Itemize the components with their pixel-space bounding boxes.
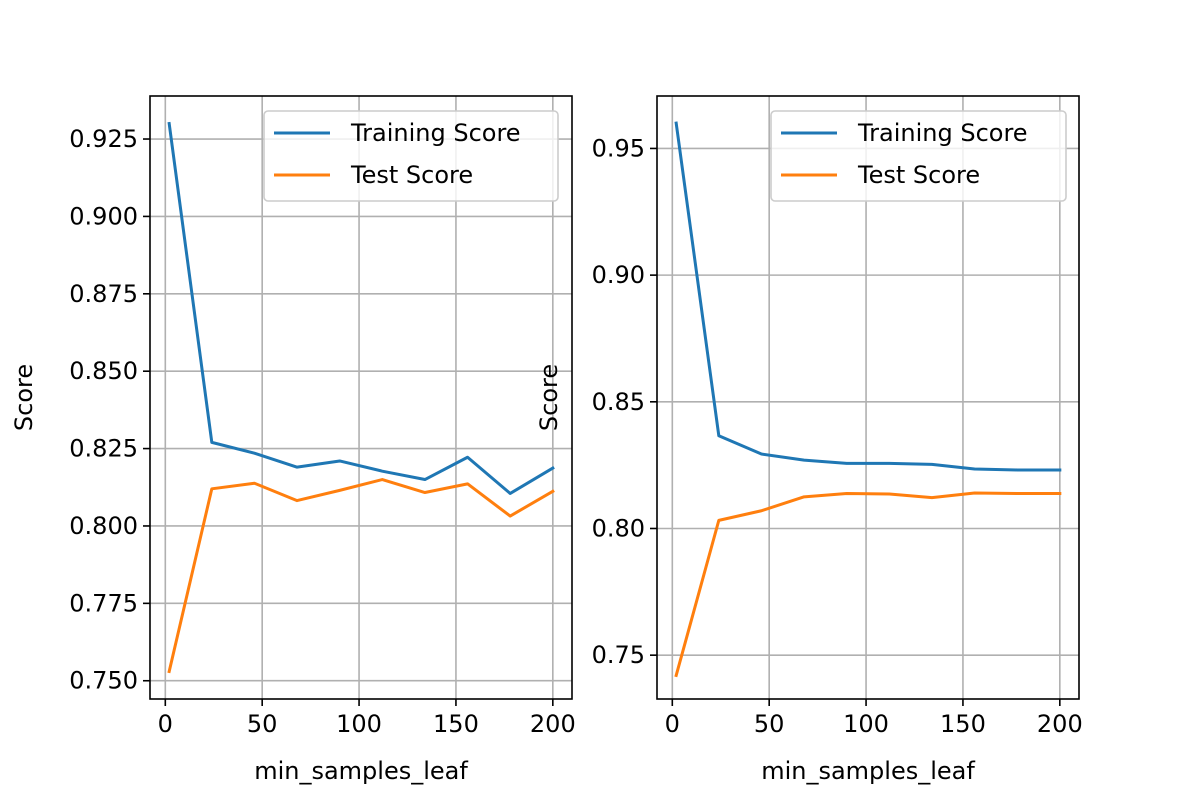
y-tick-label: 0.80 xyxy=(592,514,645,542)
x-tick-label: 50 xyxy=(754,710,785,738)
legend-label: Training Score xyxy=(857,119,1028,147)
x-tick-label: 100 xyxy=(336,710,382,738)
series-line-training-score xyxy=(674,121,1062,472)
x-tick-label: 200 xyxy=(1037,710,1083,738)
x-tick-label: 50 xyxy=(247,710,278,738)
x-tick-label: 100 xyxy=(843,710,889,738)
x-tick-label: 0 xyxy=(158,710,173,738)
y-tick-label: 0.750 xyxy=(69,667,138,695)
legend-label: Test Score xyxy=(857,161,980,189)
axes-frame xyxy=(149,95,573,700)
y-tick-label: 0.925 xyxy=(69,125,138,153)
legend-label: Test Score xyxy=(350,161,473,189)
legend-label: Training Score xyxy=(350,119,521,147)
y-tick-label: 0.85 xyxy=(592,388,645,416)
y-tick-label: 0.75 xyxy=(592,641,645,669)
y-axis-label: Score xyxy=(535,364,563,431)
y-tick-label: 0.825 xyxy=(69,435,138,463)
x-tick-label: 150 xyxy=(433,710,479,738)
legend-box xyxy=(770,110,1067,202)
x-tick-label: 200 xyxy=(530,710,576,738)
y-tick-label: 0.800 xyxy=(69,512,138,540)
x-tick-label: 150 xyxy=(940,710,986,738)
x-axis-label: min_samples_leaf xyxy=(254,757,468,785)
y-tick-label: 0.875 xyxy=(69,280,138,308)
series-line-training-score xyxy=(167,121,555,495)
series-line-test-score xyxy=(674,491,1062,678)
x-axis-label: min_samples_leaf xyxy=(761,757,975,785)
axes-frame xyxy=(656,95,1080,700)
y-tick-label: 0.95 xyxy=(592,134,645,162)
legend: Training Score Test Score xyxy=(263,110,559,202)
y-tick-label: 0.850 xyxy=(69,357,138,385)
y-tick-label: 0.900 xyxy=(69,202,138,230)
y-tick-label: 0.775 xyxy=(69,589,138,617)
legend-box xyxy=(263,110,559,202)
subplot-2: 0 50 100 150 200 0.75 0.80 0.85 0.90 0.95 min_samp… xyxy=(535,95,1083,785)
subplot-1: 0 50 100 150 200 0.750 0.775 0.800 0.825 0.850 0.8… xyxy=(10,95,576,785)
series-line-test-score xyxy=(167,478,555,674)
y-tick-label: 0.90 xyxy=(592,261,645,289)
y-axis-label: Score xyxy=(10,364,38,431)
x-tick-label: 0 xyxy=(665,710,680,738)
legend: Training Score Test Score xyxy=(770,110,1067,202)
